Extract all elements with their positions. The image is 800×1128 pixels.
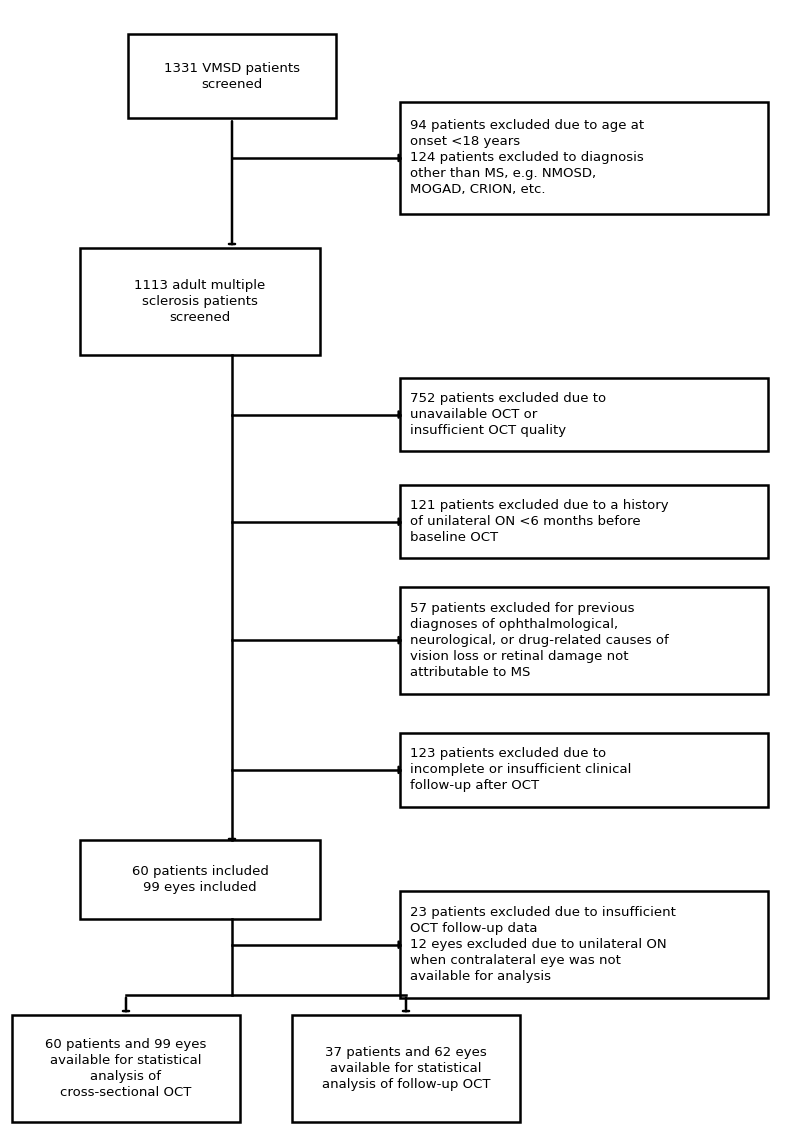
- Text: 23 patients excluded due to insufficient
OCT follow-up data
12 eyes excluded due: 23 patients excluded due to insufficient…: [410, 906, 676, 984]
- FancyBboxPatch shape: [400, 891, 768, 998]
- FancyBboxPatch shape: [12, 1015, 240, 1122]
- Text: 121 patients excluded due to a history
of unilateral ON <6 months before
baselin: 121 patients excluded due to a history o…: [410, 500, 669, 544]
- FancyBboxPatch shape: [400, 587, 768, 694]
- FancyBboxPatch shape: [400, 378, 768, 451]
- Text: 57 patients excluded for previous
diagnoses of ophthalmological,
neurological, o: 57 patients excluded for previous diagno…: [410, 601, 669, 679]
- Text: 60 patients and 99 eyes
available for statistical
analysis of
cross-sectional OC: 60 patients and 99 eyes available for st…: [46, 1038, 206, 1100]
- FancyBboxPatch shape: [400, 485, 768, 558]
- Text: 60 patients included
99 eyes included: 60 patients included 99 eyes included: [131, 865, 269, 895]
- Text: 1113 adult multiple
sclerosis patients
screened: 1113 adult multiple sclerosis patients s…: [134, 280, 266, 324]
- Text: 94 patients excluded due to age at
onset <18 years
124 patients excluded to diag: 94 patients excluded due to age at onset…: [410, 120, 645, 196]
- Text: 752 patients excluded due to
unavailable OCT or
insufficient OCT quality: 752 patients excluded due to unavailable…: [410, 393, 606, 437]
- FancyBboxPatch shape: [80, 248, 320, 355]
- Text: 37 patients and 62 eyes
available for statistical
analysis of follow-up OCT: 37 patients and 62 eyes available for st…: [322, 1047, 490, 1091]
- FancyBboxPatch shape: [128, 34, 336, 118]
- Text: 1331 VMSD patients
screened: 1331 VMSD patients screened: [164, 62, 300, 90]
- FancyBboxPatch shape: [400, 102, 768, 214]
- FancyBboxPatch shape: [292, 1015, 520, 1122]
- Text: 123 patients excluded due to
incomplete or insufficient clinical
follow-up after: 123 patients excluded due to incomplete …: [410, 748, 632, 792]
- FancyBboxPatch shape: [400, 733, 768, 807]
- FancyBboxPatch shape: [80, 840, 320, 919]
